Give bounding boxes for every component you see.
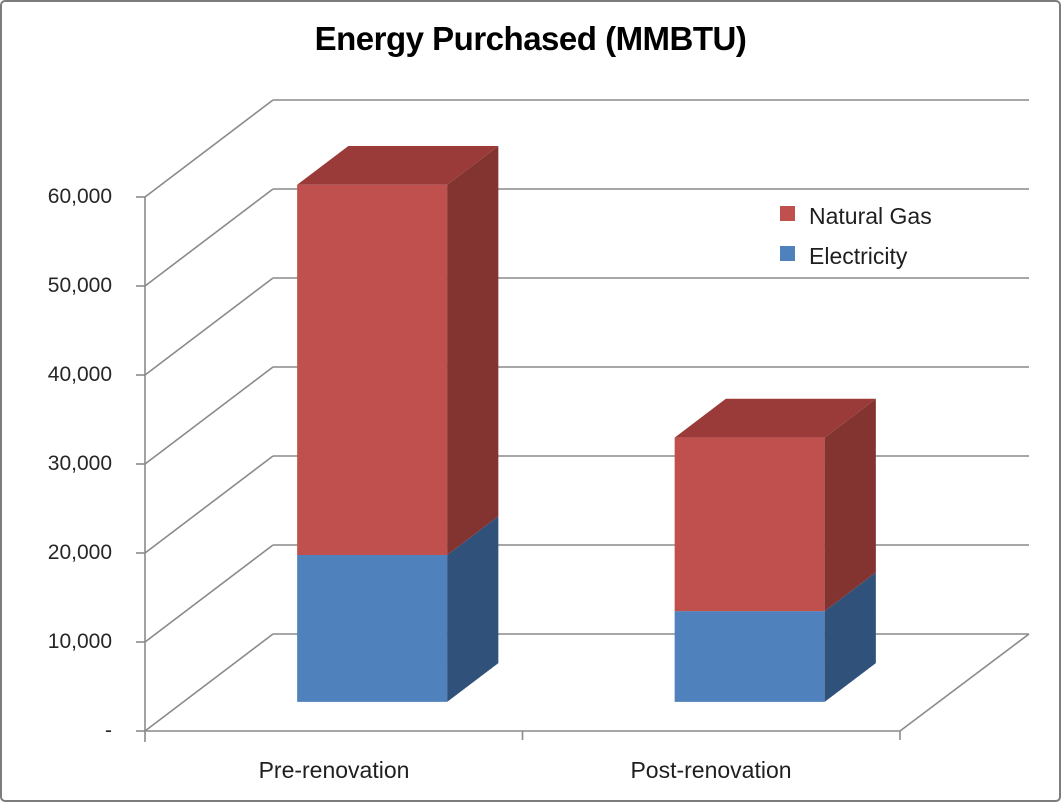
y-axis-tick-label: 60,000 bbox=[47, 185, 112, 208]
left-wall-diagonal bbox=[144, 455, 274, 554]
bar-top-pre-renovation-natural-gas bbox=[297, 146, 499, 185]
floor-right-edge bbox=[899, 633, 1030, 732]
bar-front-pre-renovation-natural-gas bbox=[297, 184, 448, 556]
y-axis-tick-label: 20,000 bbox=[47, 541, 112, 564]
bar-front-post-renovation-natural-gas bbox=[674, 437, 825, 612]
bar-side-pre-renovation-electricity bbox=[447, 516, 499, 702]
y-axis-tick-label: 50,000 bbox=[47, 274, 112, 297]
category-label-post-renovation: Post-renovation bbox=[630, 757, 792, 783]
left-wall-diagonal bbox=[144, 277, 274, 376]
chart-title: Energy Purchased (MMBTU) bbox=[314, 20, 747, 57]
y-axis-tick-label: 10,000 bbox=[47, 630, 112, 653]
y-axis-tick-label: 40,000 bbox=[47, 363, 112, 386]
left-wall-diagonal bbox=[144, 366, 274, 465]
bar-side-post-renovation-electricity bbox=[824, 572, 876, 702]
left-wall-diagonal bbox=[144, 99, 274, 198]
legend-label-electricity: Electricity bbox=[809, 243, 908, 269]
bar-side-post-renovation-natural-gas bbox=[824, 398, 876, 612]
left-wall-diagonal bbox=[144, 188, 274, 287]
y-axis-tick-label: - bbox=[105, 719, 112, 742]
legend-swatch-natural-gas bbox=[780, 206, 795, 221]
bar-front-pre-renovation-electricity bbox=[297, 555, 448, 702]
left-wall-diagonal bbox=[144, 633, 274, 732]
bar-front-post-renovation-electricity bbox=[674, 611, 825, 702]
y-axis-tick-label: 30,000 bbox=[47, 452, 112, 475]
category-label-pre-renovation: Pre-renovation bbox=[258, 757, 410, 783]
bar-top-post-renovation-natural-gas bbox=[674, 398, 876, 438]
legend-swatch-electricity bbox=[780, 246, 795, 261]
bar-side-pre-renovation-natural-gas bbox=[447, 146, 499, 556]
legend-label-natural-gas: Natural Gas bbox=[809, 203, 932, 229]
left-wall-diagonal bbox=[144, 544, 274, 643]
